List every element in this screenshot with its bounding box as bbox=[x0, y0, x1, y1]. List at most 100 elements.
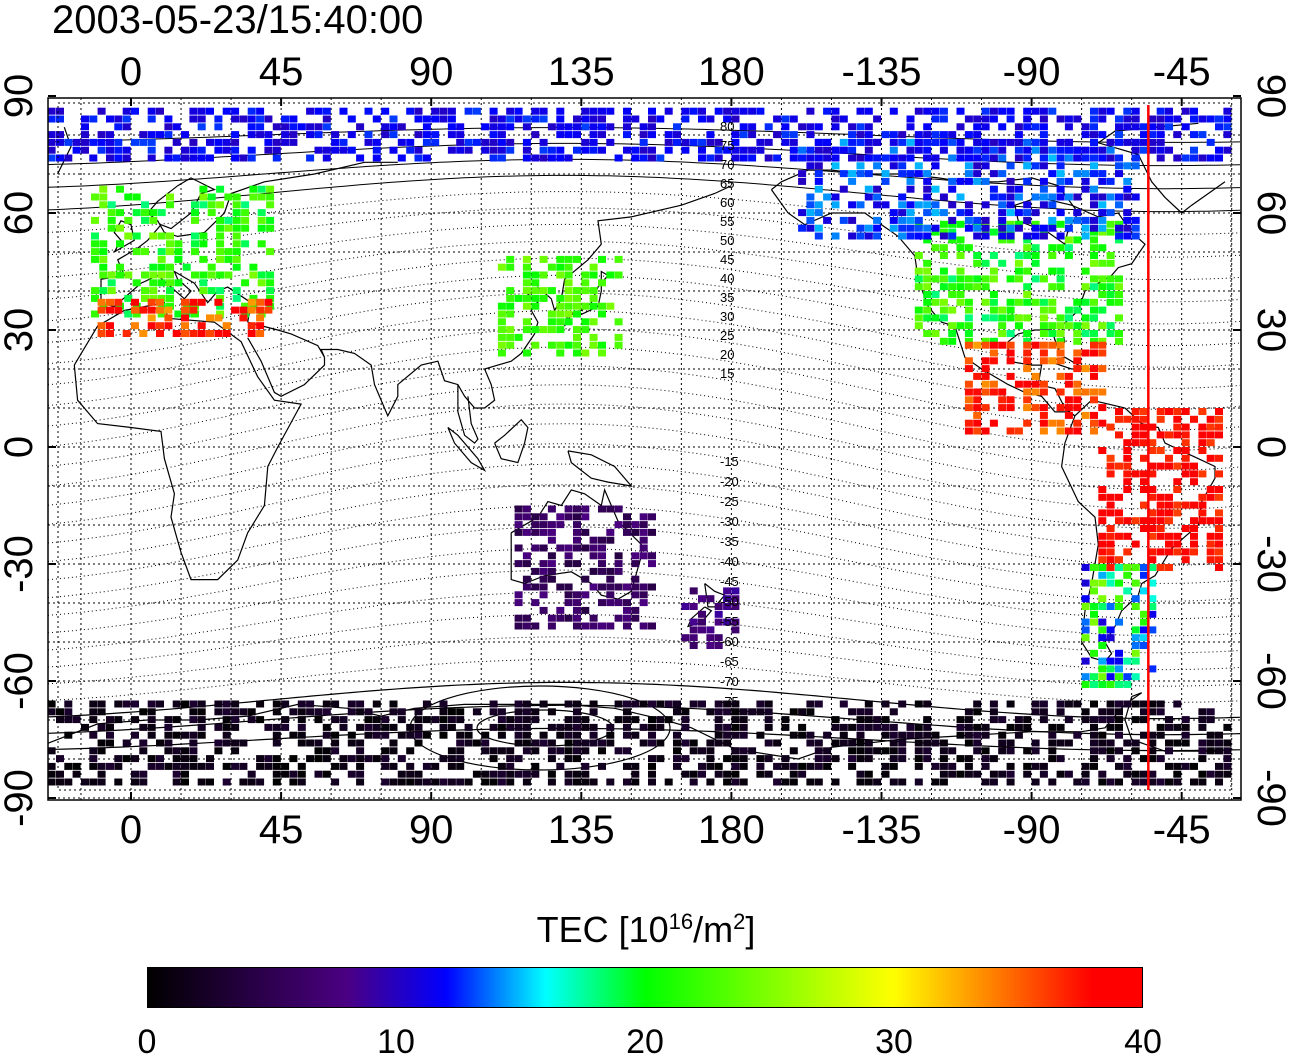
tec-cell bbox=[422, 731, 431, 739]
tec-cell bbox=[197, 115, 206, 123]
tec-cell bbox=[547, 567, 556, 575]
tec-cell bbox=[149, 279, 158, 287]
tec-cell bbox=[214, 708, 223, 716]
tec-cell bbox=[157, 248, 166, 256]
tec-cell bbox=[141, 216, 149, 224]
y-tick-label-right: 30 bbox=[1249, 308, 1292, 353]
tec-cell bbox=[581, 739, 590, 747]
tec-cell bbox=[1048, 216, 1057, 224]
tec-cell bbox=[1073, 349, 1082, 357]
tec-cell bbox=[206, 314, 214, 322]
tec-cell bbox=[589, 614, 598, 622]
tec-cell bbox=[431, 762, 440, 770]
tec-cell bbox=[1140, 778, 1148, 786]
tec-cell bbox=[1215, 509, 1223, 517]
tec-cell bbox=[447, 762, 456, 770]
tec-cell bbox=[539, 294, 548, 302]
tec-cell bbox=[1206, 556, 1215, 564]
tec-cell bbox=[547, 123, 556, 131]
tec-cell bbox=[714, 723, 723, 731]
tec-cell bbox=[1106, 755, 1115, 763]
tec-cell bbox=[147, 154, 156, 162]
tec-cell bbox=[1098, 571, 1107, 579]
tec-cell bbox=[1039, 275, 1048, 283]
tec-cell bbox=[1115, 224, 1123, 232]
tec-cell bbox=[1106, 275, 1115, 283]
tec-cell bbox=[1048, 267, 1057, 275]
tec-cell bbox=[1198, 131, 1207, 139]
tec-cell bbox=[266, 216, 275, 224]
tec-cell bbox=[531, 287, 540, 295]
tec-cell bbox=[598, 107, 606, 115]
tec-cell bbox=[1098, 388, 1107, 396]
tec-cell bbox=[506, 302, 515, 310]
tec-cell bbox=[923, 201, 932, 209]
tec-cell bbox=[372, 755, 381, 763]
y-tick-label-right: 60 bbox=[1249, 191, 1292, 236]
tec-cell bbox=[1165, 762, 1173, 770]
tec-cell bbox=[881, 154, 890, 162]
tec-cell bbox=[39, 732, 47, 739]
tec-cell bbox=[522, 154, 531, 162]
tec-cell bbox=[116, 240, 124, 248]
tec-cell bbox=[89, 115, 98, 123]
tec-cell bbox=[998, 396, 1007, 404]
tec-cell bbox=[573, 606, 581, 614]
tec-cell bbox=[247, 770, 256, 778]
tec-cell bbox=[948, 220, 957, 228]
tec-cell bbox=[864, 138, 873, 146]
tec-cell bbox=[91, 216, 99, 224]
tec-cell bbox=[1156, 700, 1165, 708]
tec-cell bbox=[1165, 548, 1173, 556]
tec-cell bbox=[506, 326, 515, 334]
tec-cell bbox=[573, 536, 581, 544]
tec-cell bbox=[1090, 716, 1098, 724]
tec-cell bbox=[1073, 388, 1082, 396]
tec-cell bbox=[956, 252, 965, 259]
tec-cell bbox=[1081, 595, 1090, 603]
tec-cell bbox=[306, 154, 315, 162]
tec-cell bbox=[698, 138, 706, 146]
tec-cell bbox=[881, 177, 890, 185]
tec-cell bbox=[1098, 419, 1107, 427]
x-tick-label-top: -135 bbox=[841, 50, 921, 94]
tec-cell bbox=[1206, 423, 1215, 431]
tec-cell bbox=[989, 419, 998, 427]
tec-cell bbox=[1140, 564, 1148, 571]
tec-cell bbox=[1198, 509, 1207, 517]
tec-cell bbox=[1014, 275, 1023, 283]
tec-cell bbox=[131, 700, 139, 708]
tec-cell bbox=[981, 388, 990, 396]
tec-cell bbox=[1090, 314, 1098, 322]
tec-cell bbox=[1140, 454, 1148, 462]
tec-cell bbox=[1156, 517, 1165, 525]
tec-cell bbox=[906, 154, 915, 162]
tec-cell bbox=[164, 115, 173, 123]
tec-cell bbox=[573, 326, 581, 334]
tec-cell bbox=[706, 626, 715, 634]
tec-cell bbox=[706, 778, 715, 786]
contour-label: -75 bbox=[720, 694, 739, 709]
tec-cell bbox=[856, 224, 865, 232]
tec-cell bbox=[1056, 170, 1065, 178]
tec-cell bbox=[1106, 252, 1115, 259]
tec-cell bbox=[1123, 138, 1132, 146]
tec-cell bbox=[116, 224, 124, 232]
tec-cell bbox=[1014, 322, 1023, 330]
tec-cell bbox=[431, 107, 440, 115]
tec-cell bbox=[1039, 107, 1048, 115]
tec-cell bbox=[1181, 556, 1190, 564]
tec-cell bbox=[1123, 564, 1132, 571]
tec-cell bbox=[981, 138, 990, 146]
tec-cell bbox=[264, 723, 273, 731]
tec-cell bbox=[1106, 657, 1115, 665]
map-frame bbox=[47, 97, 1242, 801]
tec-cell bbox=[1198, 755, 1207, 763]
tec-cell bbox=[456, 716, 465, 724]
tec-cell bbox=[1031, 372, 1040, 380]
tec-cell bbox=[1023, 380, 1032, 388]
tec-cell bbox=[664, 131, 673, 139]
tec-cell bbox=[189, 107, 198, 115]
tec-cell bbox=[1006, 185, 1015, 193]
tec-cell bbox=[948, 201, 957, 209]
